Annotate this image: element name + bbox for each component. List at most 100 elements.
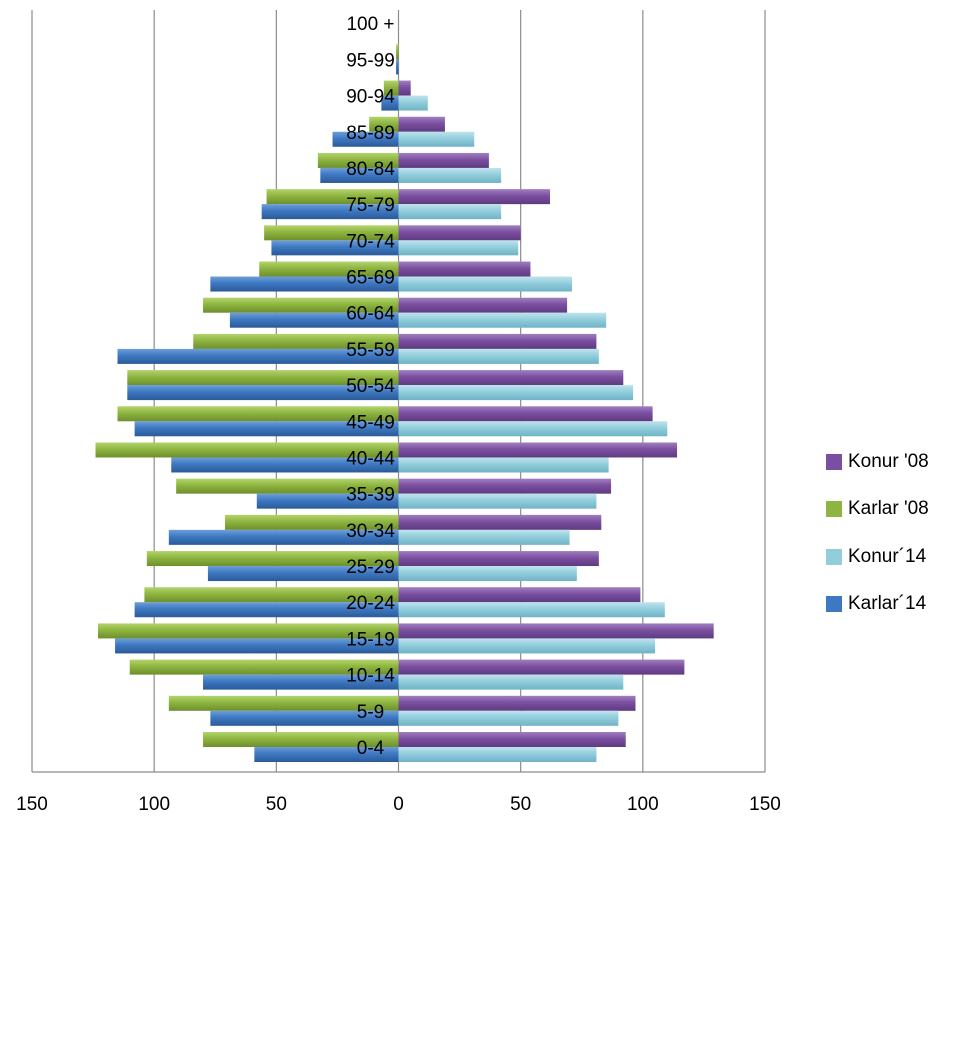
bar-karlar-14-80-84 [320,167,399,183]
bar-karlar-08-75-79 [266,189,399,205]
legend-swatch-konur-14 [826,548,842,565]
category-label: 85-89 [346,123,395,144]
category-label: 65-69 [346,268,395,289]
bar-karlar-14-75-79 [261,204,399,220]
category-label: 0-4 [357,738,385,759]
bar-karlar-08-60-64 [203,297,399,313]
bar-karlar-08-35-39 [176,478,399,494]
bar-karlar-08-90-94 [383,80,399,96]
bar-karlar-14-55-59 [117,348,399,364]
x-tick-label: 50 [510,794,531,815]
bar-konur-14-5-9 [398,710,619,726]
bar-karlar-08-40-44 [95,442,399,458]
bars [95,44,714,762]
bar-karlar-08-30-34 [225,514,399,530]
bar-konur-14-55-59 [398,348,599,364]
category-label: 20-24 [346,593,395,614]
bar-karlar-08-50-54 [127,370,399,386]
legend: Konur '08 Karlar '08 Konur´14 Karlar´14 [826,438,956,628]
bar-karlar-14-45-49 [134,421,399,437]
bar-konur-08-55-59 [398,333,597,349]
bar-konur-08-90-94 [398,80,411,96]
x-tick-label: 0 [393,794,404,815]
bar-konur-08-70-74 [398,225,521,241]
bar-konur-08-10-14 [398,659,685,675]
bar-karlar-08-70-74 [264,225,399,241]
bar-karlar-08-95-99 [396,44,399,60]
bar-karlar-14-95-99 [396,59,399,75]
bar-karlar-14-50-54 [127,385,399,401]
category-label: 25-29 [346,557,395,578]
bar-konur-14-20-24 [398,602,665,618]
category-label: 5-9 [357,702,384,723]
bar-karlar-14-25-29 [207,566,399,582]
bar-karlar-14-90-94 [381,95,399,111]
x-tick-label: 50 [266,794,287,815]
legend-item-karlar-08: Karlar '08 [826,486,956,534]
bar-karlar-08-10-14 [129,659,399,675]
category-label: 100 + [346,14,394,35]
legend-swatch-karlar-08 [826,501,842,518]
category-labels: 0-4 5-9 10-14 15-19 20-24 25-29 30-34 35-39 40-4… [346,14,395,759]
legend-item-konur-14: Konur´14 [826,533,956,581]
category-label: 95-99 [346,50,395,71]
bar-konur-14-90-94 [398,95,428,111]
bar-karlar-14-5-9 [210,710,399,726]
bar-konur-14-80-84 [398,167,502,183]
category-label: 70-74 [346,231,395,252]
bar-karlar-14-60-64 [229,312,399,328]
bar-konur-08-25-29 [398,551,599,567]
category-label: 80-84 [346,159,395,180]
bar-konur-14-40-44 [398,457,609,473]
bar-konur-08-40-44 [398,442,678,458]
category-label: 90-94 [346,87,395,108]
bar-konur-08-80-84 [398,152,489,168]
bar-karlar-08-15-19 [97,623,399,639]
bar-konur-08-65-69 [398,261,531,277]
bar-karlar-08-45-49 [117,406,399,422]
bar-konur-14-15-19 [398,638,656,654]
bar-konur-08-45-49 [398,406,653,422]
bar-konur-08-60-64 [398,297,568,313]
legend-label-konur-14: Konur´14 [848,545,927,567]
legend-label-konur-08: Konur '08 [848,450,929,472]
category-label: 60-64 [346,304,395,325]
bar-karlar-14-30-34 [168,529,399,545]
legend-item-konur-08: Konur '08 [826,438,956,486]
bar-karlar-08-25-29 [146,551,399,567]
bar-karlar-08-85-89 [369,116,399,132]
bar-konur-14-35-39 [398,493,597,509]
bar-konur-14-70-74 [398,240,519,256]
bar-konur-08-75-79 [398,189,550,205]
bar-konur-08-85-89 [398,116,445,132]
bar-konur-08-30-34 [398,514,602,530]
category-label: 75-79 [346,195,395,216]
legend-label-karlar-14: Karlar´14 [848,593,927,615]
category-label: 55-59 [346,340,395,361]
x-axis-tick-labels: 150 100 50 0 50 100 150 [16,794,781,815]
bar-konur-14-0-4 [398,747,597,762]
bar-konur-14-25-29 [398,566,577,582]
bar-karlar-14-10-14 [203,674,399,690]
bar-konur-08-35-39 [398,478,612,494]
bar-konur-14-60-64 [398,312,607,328]
bar-konur-08-20-24 [398,587,641,603]
bar-konur-14-10-14 [398,674,624,690]
category-label: 40-44 [346,448,395,469]
bar-karlar-08-5-9 [168,695,399,711]
bar-konur-14-85-89 [398,131,475,147]
bar-karlar-14-70-74 [271,240,399,256]
bar-konur-14-45-49 [398,421,668,437]
bar-konur-14-65-69 [398,276,572,292]
bar-konur-14-30-34 [398,529,570,545]
legend-label-karlar-08: Karlar '08 [848,498,929,520]
bar-konur-14-50-54 [398,385,634,401]
bar-konur-08-5-9 [398,695,636,711]
x-tick-label: 150 [749,794,781,815]
category-label: 15-19 [346,629,395,650]
legend-swatch-karlar-14 [826,596,842,613]
x-tick-label: 150 [16,794,48,815]
bar-karlar-14-20-24 [134,602,399,618]
bar-karlar-14-65-69 [210,276,399,292]
